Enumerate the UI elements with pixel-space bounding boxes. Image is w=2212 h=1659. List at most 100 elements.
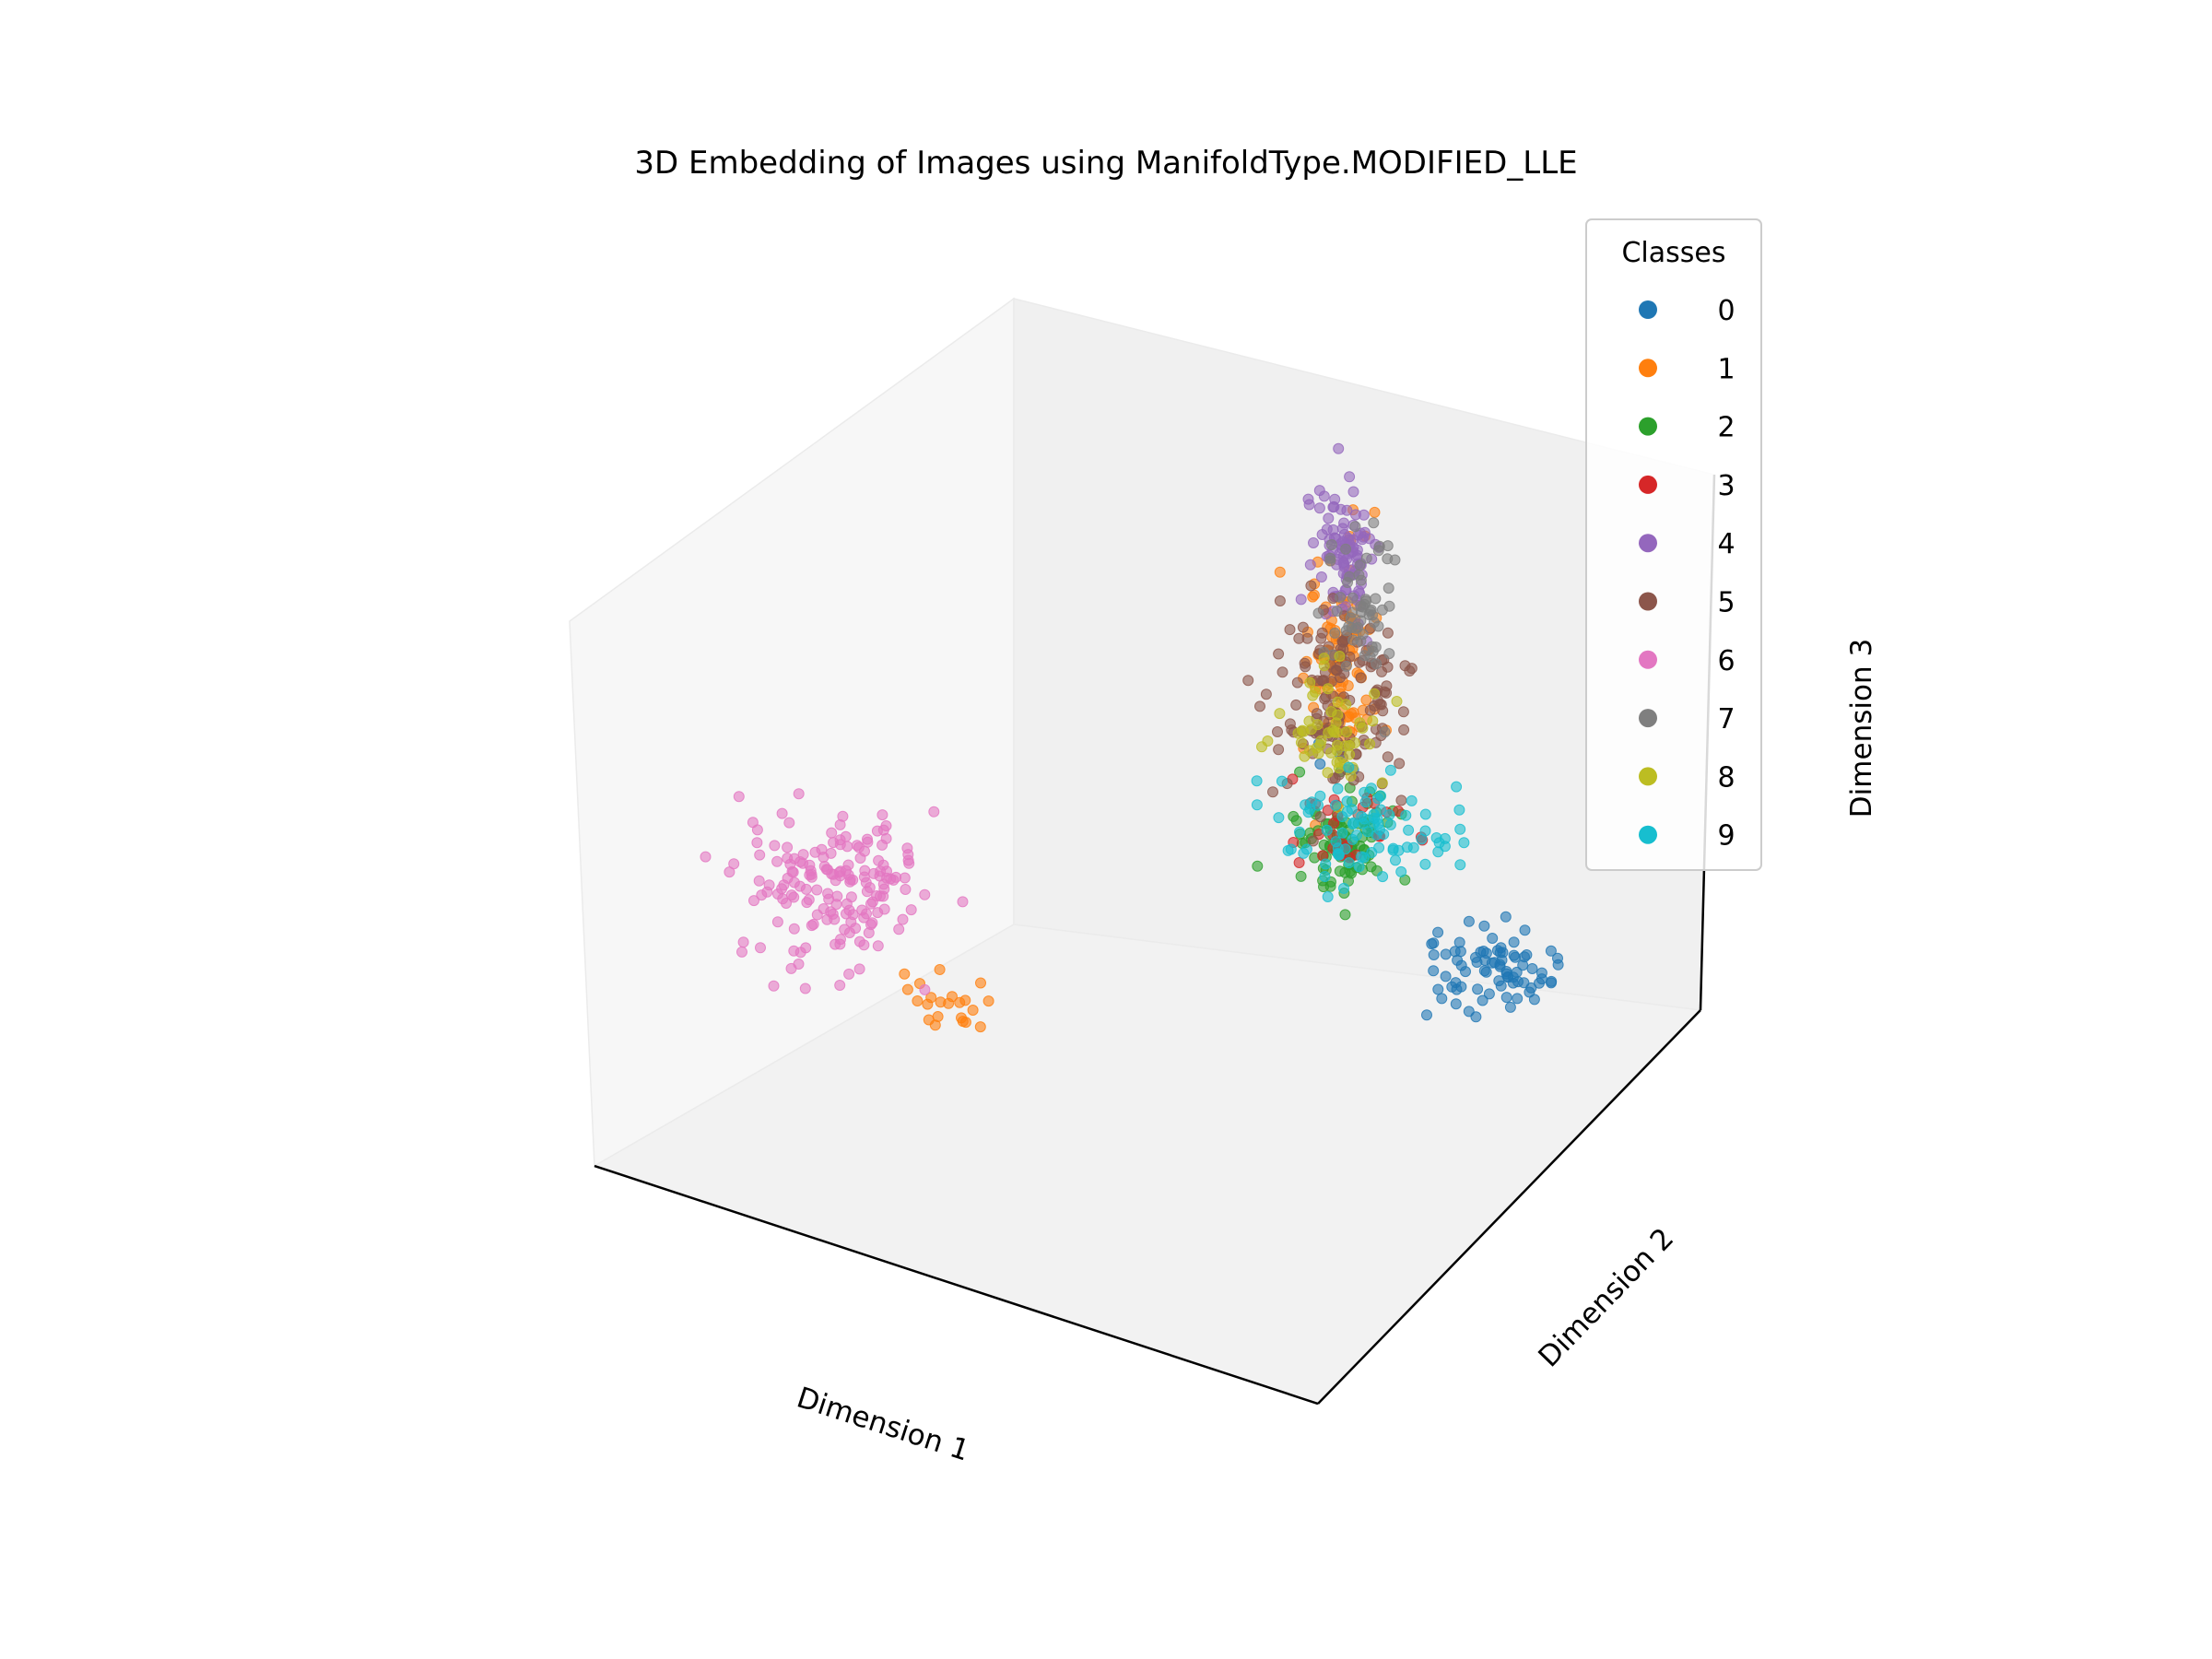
data-point xyxy=(834,818,846,830)
data-point xyxy=(1340,660,1352,672)
data-point xyxy=(1324,552,1336,564)
data-point xyxy=(1370,593,1382,605)
data-point xyxy=(1274,708,1286,720)
data-point xyxy=(1314,790,1326,802)
data-point xyxy=(845,891,857,903)
legend: Classes 0 1 2 3 4 5 6 7 8 9 xyxy=(1585,218,1762,871)
data-point xyxy=(811,909,823,921)
data-point xyxy=(1382,540,1394,552)
data-point xyxy=(1300,661,1312,673)
data-point xyxy=(1356,851,1368,863)
data-point xyxy=(825,906,837,918)
data-point xyxy=(794,880,806,892)
data-point xyxy=(853,963,865,975)
legend-marker-4 xyxy=(1639,534,1657,553)
data-point xyxy=(1372,793,1384,805)
data-point xyxy=(959,994,971,1006)
data-point xyxy=(1293,632,1305,644)
data-point xyxy=(925,992,937,1004)
data-point xyxy=(1336,827,1348,839)
data-point xyxy=(880,820,892,831)
data-point xyxy=(1372,620,1384,632)
data-point xyxy=(1497,947,1509,959)
legend-label-9: 9 xyxy=(1717,820,1735,853)
data-point xyxy=(1302,806,1314,818)
data-point xyxy=(1303,499,1315,511)
data-point xyxy=(1336,811,1348,822)
data-point xyxy=(1359,786,1371,798)
data-point xyxy=(1297,621,1309,633)
data-point xyxy=(865,919,877,931)
data-point xyxy=(912,995,924,1006)
y-axis-label: Dimension 2 xyxy=(1532,1222,1680,1374)
data-point xyxy=(1295,594,1307,606)
data-point xyxy=(880,832,892,844)
data-point xyxy=(733,791,745,803)
data-point xyxy=(919,888,931,900)
data-point xyxy=(1331,745,1343,757)
data-point xyxy=(1359,796,1371,808)
data-point xyxy=(1382,751,1394,763)
data-point xyxy=(1356,810,1368,822)
data-point xyxy=(1370,641,1382,653)
data-point xyxy=(1312,607,1324,619)
data-point xyxy=(1369,688,1381,700)
data-point xyxy=(1359,598,1371,610)
data-point xyxy=(1325,706,1337,718)
data-point xyxy=(1347,606,1359,618)
data-point xyxy=(763,879,775,891)
data-point xyxy=(1500,992,1512,1004)
data-point xyxy=(893,924,905,935)
data-point xyxy=(1319,693,1331,705)
data-point xyxy=(1288,810,1300,822)
data-point xyxy=(935,996,947,1008)
legend-title: Classes xyxy=(1621,237,1725,269)
data-point xyxy=(1535,973,1547,985)
data-point xyxy=(793,788,805,800)
data-point xyxy=(967,1005,979,1016)
data-point xyxy=(1307,835,1319,847)
data-point xyxy=(1334,756,1346,768)
data-point xyxy=(899,872,911,884)
data-point xyxy=(1483,988,1495,1000)
data-point xyxy=(859,865,871,877)
data-point xyxy=(1298,725,1310,737)
data-point xyxy=(1519,951,1530,963)
data-point xyxy=(1323,512,1335,524)
data-point xyxy=(1391,696,1403,707)
data-point xyxy=(1500,911,1512,923)
data-point xyxy=(1328,726,1340,738)
data-point xyxy=(788,923,800,935)
data-point xyxy=(1394,758,1406,770)
data-point xyxy=(1322,683,1334,695)
data-point xyxy=(1329,493,1341,505)
data-point xyxy=(781,898,792,909)
legend-label-7: 7 xyxy=(1717,703,1735,735)
data-point xyxy=(1436,993,1448,1005)
data-point xyxy=(1518,977,1530,989)
data-point xyxy=(1333,442,1345,454)
data-point xyxy=(1406,663,1418,675)
data-point xyxy=(826,827,838,839)
data-point xyxy=(1383,648,1395,660)
data-point xyxy=(1335,592,1347,603)
data-point xyxy=(841,841,853,853)
data-point xyxy=(1274,566,1286,578)
data-point xyxy=(900,884,912,895)
data-point xyxy=(1347,534,1359,546)
data-point xyxy=(1487,933,1499,944)
data-point xyxy=(897,913,909,925)
data-point xyxy=(1406,794,1418,806)
data-point xyxy=(847,874,859,886)
data-point xyxy=(905,904,917,916)
data-point xyxy=(975,977,986,989)
data-point xyxy=(1546,977,1557,989)
data-point xyxy=(1316,627,1328,639)
data-point xyxy=(1454,859,1466,871)
data-point xyxy=(1304,677,1316,688)
legend-marker-3 xyxy=(1639,475,1657,494)
data-point xyxy=(1347,634,1359,646)
data-point xyxy=(1355,615,1367,627)
data-point xyxy=(928,806,940,818)
data-point xyxy=(1321,524,1333,535)
